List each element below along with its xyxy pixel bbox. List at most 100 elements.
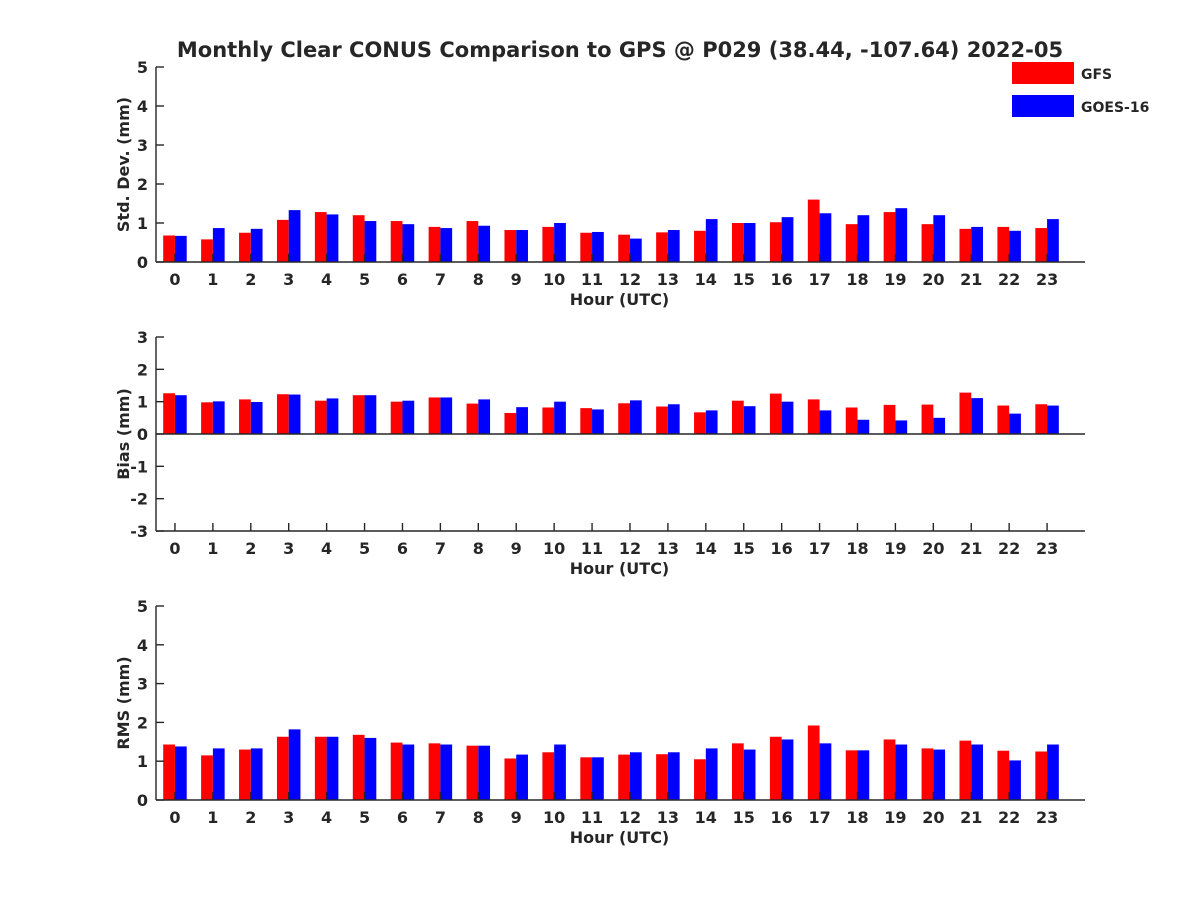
rms-bar-gfs-22	[997, 750, 1010, 800]
rms-bar-gfs-6	[390, 742, 403, 800]
rms-bar-goes16-14	[705, 748, 718, 800]
std-dev-x-tick-label: 0	[169, 270, 180, 289]
rms-x-tick-label: 1	[207, 808, 218, 827]
std-dev-bar-goes16-3	[288, 210, 301, 262]
bias-x-tick-label: 22	[998, 539, 1020, 558]
bias-x-tick-label: 12	[619, 539, 641, 558]
std-dev-x-tick-label: 4	[321, 270, 332, 289]
bias-bar-goes16-5	[364, 395, 377, 434]
bias-bar-goes16-2	[250, 401, 263, 434]
rms-bar-goes16-18	[857, 750, 870, 800]
rms-x-tick-label: 21	[960, 808, 982, 827]
bias-bar-gfs-5	[352, 395, 365, 434]
bias-bar-goes16-13	[667, 404, 680, 434]
bias-y-tick-label: -3	[130, 522, 148, 541]
bias-bar-gfs-14	[694, 412, 706, 434]
bias-y-axis-label: Bias (mm)	[114, 388, 133, 480]
std-dev-bar-gfs-18	[845, 224, 858, 262]
rms-bar-goes16-7	[440, 744, 453, 800]
rms-x-tick-label: 7	[435, 808, 446, 827]
bias-bar-gfs-3	[276, 394, 289, 434]
bias-y-tick-label: -1	[130, 457, 148, 476]
std-dev-bar-goes16-13	[667, 230, 680, 262]
legend-label-goes16: GOES-16	[1081, 100, 1149, 116]
rms-x-tick-label: 19	[884, 808, 906, 827]
rms-bar-gfs-0	[163, 744, 175, 800]
rms-bar-goes16-22	[1009, 760, 1021, 800]
rms-x-tick-label: 13	[657, 808, 679, 827]
std-dev-bar-goes16-5	[364, 221, 377, 262]
rms-x-tick-label: 14	[695, 808, 717, 827]
bias-x-tick-label: 9	[511, 539, 522, 558]
rms-bar-goes16-8	[478, 745, 491, 800]
bias-bar-goes16-22	[1009, 413, 1021, 434]
std-dev-bar-goes16-22	[1009, 230, 1021, 262]
bias-bar-gfs-21	[959, 392, 972, 434]
std-dev-bar-goes16-16	[781, 217, 794, 262]
bias-bar-gfs-17	[807, 399, 820, 434]
std-dev-bar-goes16-8	[478, 225, 491, 262]
std-dev-bar-goes16-7	[440, 228, 453, 262]
std-dev-x-tick-label: 11	[581, 270, 603, 289]
bias-x-tick-label: 7	[435, 539, 446, 558]
bias-x-tick-label: 13	[657, 539, 679, 558]
rms-bar-goes16-9	[516, 754, 528, 800]
rms-bar-goes16-2	[250, 748, 263, 800]
std-dev-y-axis-label: Std. Dev. (mm)	[114, 97, 133, 232]
rms-bar-gfs-16	[769, 736, 782, 800]
std-dev-bar-gfs-21	[959, 228, 972, 262]
rms-bar-goes16-11	[592, 757, 604, 800]
rms-y-tick-label: 3	[137, 675, 148, 694]
std-dev-bar-gfs-8	[466, 221, 479, 262]
rms-bar-gfs-18	[845, 750, 858, 800]
std-dev-bar-goes16-2	[250, 228, 263, 262]
std-dev-bar-gfs-2	[239, 232, 251, 262]
bias-x-tick-label: 11	[581, 539, 603, 558]
rms-bar-gfs-13	[656, 754, 668, 800]
bias-bar-gfs-6	[390, 401, 403, 434]
bias-x-tick-label: 3	[283, 539, 294, 558]
std-dev-bar-goes16-10	[554, 223, 566, 262]
std-dev-bar-gfs-20	[921, 224, 934, 262]
std-dev-bar-gfs-7	[428, 226, 441, 262]
std-dev-x-tick-label: 21	[960, 270, 982, 289]
rms-bar-gfs-14	[694, 759, 706, 800]
std-dev-y-tick-label: 4	[137, 97, 148, 116]
std-dev-x-tick-label: 18	[846, 270, 868, 289]
std-dev-bar-goes16-11	[592, 231, 604, 262]
rms-bar-gfs-21	[959, 740, 972, 800]
std-dev-bar-goes16-18	[857, 215, 870, 262]
rms-bar-gfs-2	[239, 749, 251, 800]
std-dev-bar-gfs-0	[163, 235, 175, 262]
rms-x-tick-label: 16	[771, 808, 793, 827]
bias-x-tick-label: 18	[846, 539, 868, 558]
bias-x-tick-label: 1	[207, 539, 218, 558]
rms-x-tick-label: 15	[733, 808, 755, 827]
std-dev-x-tick-label: 20	[922, 270, 944, 289]
rms-bar-goes16-16	[781, 739, 794, 800]
bias-y-tick-label: 0	[137, 425, 148, 444]
std-dev-y-tick-label: 3	[137, 136, 148, 155]
std-dev-bar-gfs-10	[542, 226, 555, 262]
bias-x-tick-label: 21	[960, 539, 982, 558]
rms-bar-gfs-7	[428, 743, 441, 800]
rms-x-tick-label: 23	[1036, 808, 1058, 827]
std-dev-x-tick-label: 8	[473, 270, 484, 289]
std-dev-x-tick-label: 1	[207, 270, 218, 289]
bias-bar-gfs-4	[314, 400, 327, 434]
bias-x-tick-label: 17	[808, 539, 830, 558]
rms-y-tick-label: 4	[137, 636, 148, 655]
std-dev-x-tick-label: 10	[543, 270, 565, 289]
rms-bar-goes16-0	[174, 746, 187, 800]
bias-y-tick-label: 3	[137, 328, 148, 347]
rms-bar-gfs-20	[921, 748, 934, 800]
bias-x-tick-label: 4	[321, 539, 332, 558]
bias-bar-gfs-11	[580, 408, 593, 434]
rms-bar-gfs-4	[314, 736, 327, 800]
bias-x-tick-label: 5	[359, 539, 370, 558]
rms-bar-gfs-17	[807, 725, 820, 800]
rms-y-axis-label: RMS (mm)	[114, 656, 133, 749]
bias-bar-gfs-13	[656, 406, 668, 434]
bias-bar-goes16-19	[895, 420, 908, 434]
bias-x-tick-label: 14	[695, 539, 717, 558]
